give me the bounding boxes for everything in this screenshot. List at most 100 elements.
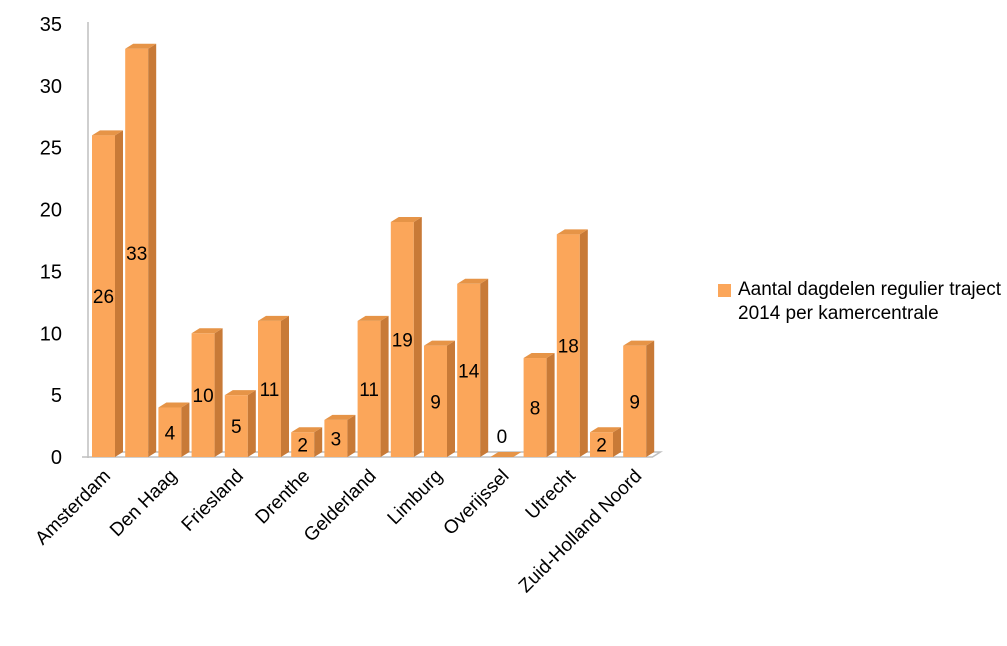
data-label: 10	[193, 386, 214, 407]
data-label: 4	[165, 423, 176, 444]
bar-top	[424, 340, 455, 346]
data-label: 9	[629, 392, 640, 413]
bar-top	[390, 216, 422, 222]
bar-top	[92, 130, 123, 136]
bar	[224, 390, 256, 457]
bars	[92, 43, 655, 458]
x-category-label: Limburg	[384, 466, 447, 529]
data-label: 2	[596, 436, 607, 457]
y-tick-label: 0	[51, 447, 62, 469]
bar	[490, 452, 522, 457]
y-tick-label: 20	[40, 200, 62, 222]
bar-side	[447, 340, 455, 457]
bar-side	[646, 340, 655, 457]
bar-front	[324, 419, 348, 457]
bar-front	[457, 283, 481, 457]
bar-top	[523, 353, 555, 359]
bar-top	[125, 43, 157, 49]
y-tick-label: 25	[40, 138, 62, 160]
x-category-label: Zuid-Holland Noord	[515, 466, 646, 597]
bar-front	[191, 333, 215, 457]
data-label: 0	[497, 427, 508, 448]
data-label: 2	[297, 436, 308, 457]
bar-top	[357, 315, 389, 321]
bar-top	[258, 315, 289, 321]
bar-front	[224, 395, 248, 457]
y-tick-label: 5	[51, 385, 62, 407]
bar-top	[191, 328, 223, 334]
bar-side	[613, 427, 621, 457]
bar-front	[590, 432, 613, 457]
bar-front	[92, 135, 115, 458]
data-label: 8	[530, 399, 541, 420]
bar-front	[125, 48, 149, 457]
bar	[191, 328, 223, 457]
bar-top	[224, 390, 256, 396]
bar-top	[457, 278, 489, 284]
bar	[623, 340, 655, 457]
y-tick-label: 10	[40, 323, 62, 345]
bar-front	[291, 432, 315, 457]
bar-front	[357, 320, 381, 457]
bar	[125, 43, 157, 457]
data-label: 11	[260, 380, 280, 401]
bar	[556, 229, 588, 457]
y-axis-ticks: 0 5 10 15 20 25 30 35	[40, 14, 62, 469]
bar	[258, 315, 289, 457]
data-label: 18	[558, 337, 579, 358]
bar-front	[556, 234, 580, 457]
bar-top	[590, 427, 621, 433]
data-label: 3	[331, 429, 342, 450]
legend-swatch	[718, 284, 731, 297]
y-tick-label: 15	[40, 261, 62, 283]
bar	[457, 278, 489, 457]
data-label: 26	[93, 287, 114, 308]
x-category-label: Overijssel	[440, 466, 514, 540]
legend-label: Aantal dagdelen regulier traject 2014 pe…	[738, 279, 1002, 324]
y-tick-label: 35	[40, 14, 62, 36]
bar-side	[148, 43, 157, 457]
x-category-label: Gelderland	[300, 466, 381, 547]
bar	[92, 130, 123, 458]
bar	[523, 353, 555, 457]
bar-top	[556, 229, 588, 235]
data-label: 9	[430, 392, 441, 413]
bar-top	[623, 340, 655, 346]
bar-side	[214, 328, 223, 457]
y-tick-label: 30	[40, 76, 62, 98]
bar-front	[158, 407, 182, 457]
bar-side	[314, 427, 323, 457]
data-label: 14	[458, 361, 480, 382]
bar-top	[158, 402, 190, 408]
data-label: 11	[359, 380, 379, 401]
bar-side	[380, 315, 389, 457]
data-label: 19	[392, 330, 413, 351]
bar-top	[324, 414, 356, 420]
bar	[291, 427, 323, 457]
bar	[590, 427, 621, 457]
x-category-label: Den Haag	[106, 466, 181, 541]
bar-front	[623, 345, 647, 457]
bar	[357, 315, 389, 457]
bar-side	[413, 216, 422, 457]
bar	[158, 402, 190, 457]
data-label: 33	[126, 244, 147, 265]
bar-top	[490, 452, 522, 457]
bar-side	[247, 390, 256, 457]
bar-side	[546, 353, 555, 457]
bar-side	[480, 278, 489, 457]
bar-side	[181, 402, 190, 457]
bar-top	[291, 427, 323, 433]
x-category-label: Utrecht	[522, 465, 581, 524]
bar-side	[281, 315, 289, 457]
bar-front	[523, 358, 547, 457]
bar-side	[579, 229, 588, 457]
bar-side	[115, 130, 123, 458]
legend: Aantal dagdelen regulier traject 2014 pe…	[718, 278, 1007, 326]
x-category-label: Drenthe	[252, 466, 315, 529]
x-category-label: Friesland	[178, 466, 248, 536]
bar-front	[258, 320, 281, 457]
